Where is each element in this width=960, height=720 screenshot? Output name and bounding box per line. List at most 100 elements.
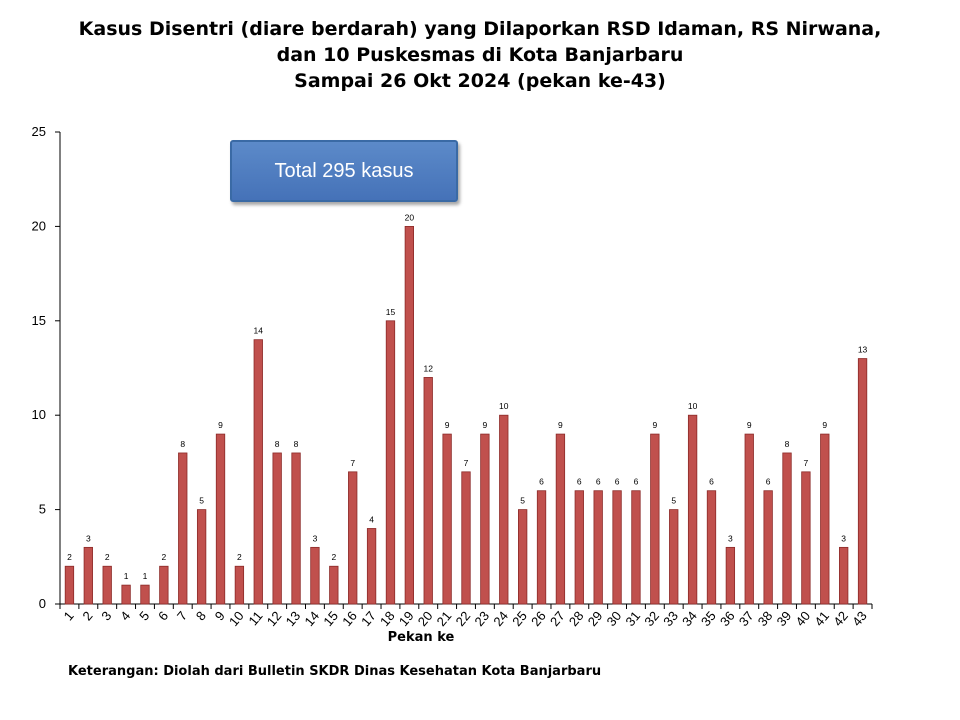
bar bbox=[763, 490, 773, 605]
x-tick-label: 19 bbox=[396, 608, 417, 629]
chart-title-line-3: Sampai 26 Okt 2024 (pekan ke-43) bbox=[294, 70, 666, 92]
y-tick-label: 5 bbox=[39, 502, 46, 517]
data-label: 9 bbox=[218, 420, 223, 430]
bar bbox=[159, 565, 169, 605]
data-label: 6 bbox=[577, 477, 582, 487]
data-label: 3 bbox=[86, 533, 91, 543]
x-tick-label: 41 bbox=[811, 608, 832, 629]
bar bbox=[744, 433, 754, 605]
data-label: 3 bbox=[841, 533, 846, 543]
bar bbox=[593, 490, 603, 605]
bar bbox=[310, 546, 320, 605]
x-tick-label: 29 bbox=[585, 608, 606, 629]
x-tick-label: 24 bbox=[490, 608, 511, 629]
bar bbox=[725, 546, 736, 605]
bar bbox=[555, 433, 566, 605]
bar bbox=[857, 358, 868, 605]
data-label: 6 bbox=[596, 477, 601, 487]
bar bbox=[64, 565, 75, 605]
bar bbox=[461, 471, 471, 605]
data-label: 8 bbox=[294, 439, 299, 449]
data-label: 8 bbox=[275, 439, 280, 449]
bar bbox=[140, 584, 150, 605]
x-tick-label: 11 bbox=[245, 608, 265, 628]
data-label: 3 bbox=[728, 533, 733, 543]
x-tick-label: 35 bbox=[698, 608, 719, 629]
x-axis-label: Pekan ke bbox=[388, 630, 455, 645]
bar bbox=[480, 433, 490, 605]
x-tick-label: 9 bbox=[212, 608, 228, 623]
x-tick-label: 26 bbox=[528, 608, 549, 629]
data-label: 2 bbox=[237, 552, 242, 562]
data-label: 10 bbox=[499, 401, 509, 411]
bar bbox=[121, 584, 131, 605]
bar bbox=[234, 565, 245, 605]
bar bbox=[404, 225, 414, 605]
x-tick-label: 18 bbox=[377, 608, 398, 629]
bar bbox=[687, 414, 698, 605]
data-label: 1 bbox=[124, 571, 129, 581]
x-tick-label: 31 bbox=[622, 608, 643, 629]
bar bbox=[253, 339, 263, 605]
bar bbox=[782, 452, 792, 605]
total-cases-callout: Total 295 kasus bbox=[230, 140, 458, 202]
bar bbox=[820, 433, 830, 605]
x-tick-label: 34 bbox=[679, 608, 700, 629]
bar bbox=[669, 509, 679, 605]
data-label: 5 bbox=[671, 496, 676, 506]
data-label: 9 bbox=[558, 420, 563, 430]
bar bbox=[102, 565, 112, 605]
x-tick-label: 2 bbox=[79, 608, 95, 623]
data-label: 9 bbox=[483, 420, 488, 430]
x-tick-label: 33 bbox=[660, 608, 681, 629]
bar bbox=[329, 565, 339, 605]
bar bbox=[801, 471, 811, 605]
data-label: 15 bbox=[386, 307, 396, 317]
x-tick-label: 7 bbox=[174, 608, 190, 623]
x-tick-label: 37 bbox=[736, 608, 757, 629]
bar bbox=[442, 433, 452, 605]
data-label: 9 bbox=[652, 420, 657, 430]
chart-title: Kasus Disentri (diare berdarah) yang Dil… bbox=[0, 16, 960, 94]
data-label: 20 bbox=[405, 212, 415, 222]
x-tick-label: 30 bbox=[604, 608, 625, 629]
bar bbox=[366, 528, 377, 605]
data-label: 14 bbox=[254, 326, 264, 336]
x-tick-label: 1 bbox=[61, 608, 77, 623]
data-label: 8 bbox=[180, 439, 185, 449]
data-label: 10 bbox=[688, 401, 698, 411]
data-label: 9 bbox=[822, 420, 827, 430]
chart-bars bbox=[64, 225, 868, 605]
data-label: 2 bbox=[331, 552, 336, 562]
data-label: 2 bbox=[67, 552, 72, 562]
bar bbox=[385, 320, 396, 605]
x-tick-label: 38 bbox=[755, 608, 776, 629]
x-tick-label: 27 bbox=[547, 608, 568, 629]
data-label: 6 bbox=[539, 477, 544, 487]
x-tick-label: 36 bbox=[717, 608, 738, 629]
footnote: Keterangan: Diolah dari Bulletin SKDR Di… bbox=[68, 664, 602, 679]
x-tick-label: 6 bbox=[155, 608, 171, 623]
x-tick-label: 13 bbox=[283, 608, 304, 629]
x-tick-label: 40 bbox=[792, 608, 813, 629]
bar bbox=[574, 490, 584, 605]
y-tick-label: 20 bbox=[32, 218, 46, 233]
x-tick-label: 12 bbox=[264, 608, 285, 629]
x-tick-label: 14 bbox=[301, 608, 322, 629]
x-tick-label: 10 bbox=[226, 608, 247, 629]
bar bbox=[215, 433, 226, 605]
x-tick-label: 22 bbox=[453, 608, 474, 629]
data-label: 6 bbox=[615, 477, 620, 487]
data-label: 9 bbox=[747, 420, 752, 430]
bar bbox=[631, 490, 641, 605]
bar bbox=[499, 414, 509, 605]
data-label: 9 bbox=[445, 420, 450, 430]
bar bbox=[83, 546, 93, 605]
bar bbox=[536, 490, 547, 605]
x-tick-label: 21 bbox=[434, 608, 455, 629]
bar bbox=[706, 490, 717, 605]
x-tick-label: 43 bbox=[849, 608, 870, 629]
bar bbox=[272, 452, 282, 605]
x-tick-label: 17 bbox=[358, 608, 379, 629]
